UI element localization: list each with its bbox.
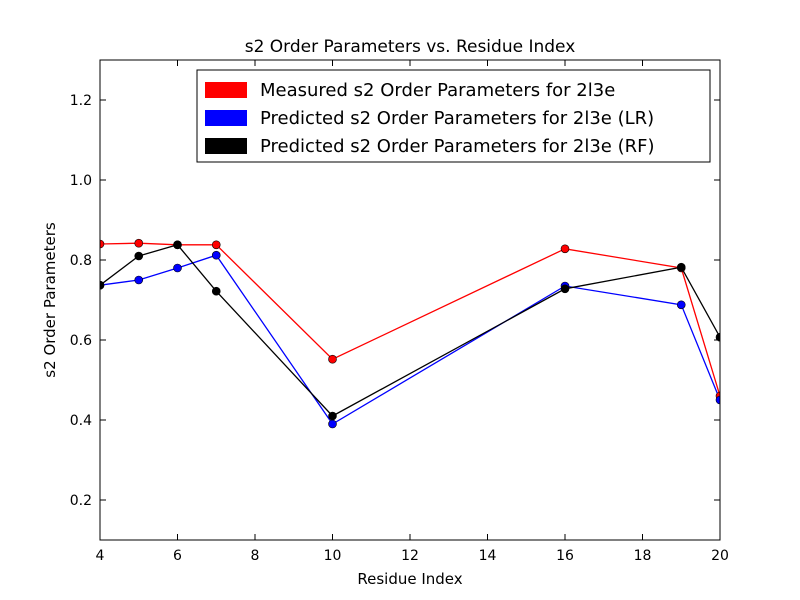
data-point-s2-2 xyxy=(173,240,182,250)
axes-ticks: 4 6 8 10 12 14 16 18 20 0.2 0.4 0.6 0.8 1.0 1.2 xyxy=(70,60,729,564)
chart-title: s2 Order Parameters vs. Residue Index xyxy=(245,37,576,57)
y-tick-label: 0.8 xyxy=(70,253,92,269)
data-point-s2-5 xyxy=(560,284,570,294)
data-point-s1-2 xyxy=(173,263,182,273)
x-axis-title: Residue Index xyxy=(357,570,462,588)
data-point-s1-3 xyxy=(211,250,221,260)
data-point-s1-7 xyxy=(715,395,720,405)
y-tick-label: 0.2 xyxy=(70,493,92,509)
legend-box xyxy=(196,69,711,163)
x-tick-label: 20 xyxy=(711,548,729,564)
data-point-s0-0 xyxy=(100,239,105,249)
y-axis-title: s2 Order Parameters xyxy=(41,222,59,378)
data-point-s1-4 xyxy=(328,419,337,429)
data-point-s2-1 xyxy=(134,251,144,261)
x-tick-label: 14 xyxy=(479,548,497,564)
x-tick-label: 16 xyxy=(556,548,574,564)
data-point-s2-3 xyxy=(211,286,221,296)
data-point-s2-7 xyxy=(715,332,720,342)
y-tick-label: 1.2 xyxy=(70,93,92,109)
data-point-s1-6 xyxy=(676,300,686,310)
series-line-2 xyxy=(100,244,720,417)
y-tick-label: 1.0 xyxy=(70,173,92,189)
data-point-s0-4 xyxy=(328,354,337,364)
data-point-s2-4 xyxy=(328,411,337,421)
data-point-s2-6 xyxy=(676,262,686,272)
x-tick-label: 18 xyxy=(634,548,652,564)
x-tick-label: 6 xyxy=(173,548,182,564)
legend-label-0: Measured s2 Order Parameters for 2l3e xyxy=(260,80,615,101)
data-point-s1-1 xyxy=(134,275,144,285)
series-line-0 xyxy=(100,242,720,397)
data-point-s0-5 xyxy=(560,244,570,254)
legend-swatch-1 xyxy=(205,110,247,126)
legend-label-2: Predicted s2 Order Parameters for 2l3e (… xyxy=(260,136,654,157)
series-line-1 xyxy=(100,254,720,425)
y-tick-label: 0.6 xyxy=(70,333,92,349)
legend: Measured s2 Order Parameters for 2l3e Pre… xyxy=(196,69,711,163)
data-point-s0-1 xyxy=(134,238,144,248)
x-tick-label: 8 xyxy=(251,548,260,564)
plot-area xyxy=(100,238,720,429)
x-tick-label: 4 xyxy=(96,548,105,564)
legend-swatch-2 xyxy=(205,138,247,154)
y-tick-label: 0.4 xyxy=(70,413,92,429)
data-point-s2-0 xyxy=(100,280,105,290)
x-tick-label: 10 xyxy=(324,548,342,564)
x-tick-label: 12 xyxy=(401,548,419,564)
data-point-s0-3 xyxy=(211,240,221,250)
legend-label-1: Predicted s2 Order Parameters for 2l3e (… xyxy=(260,108,654,129)
legend-swatch-0 xyxy=(205,82,247,98)
